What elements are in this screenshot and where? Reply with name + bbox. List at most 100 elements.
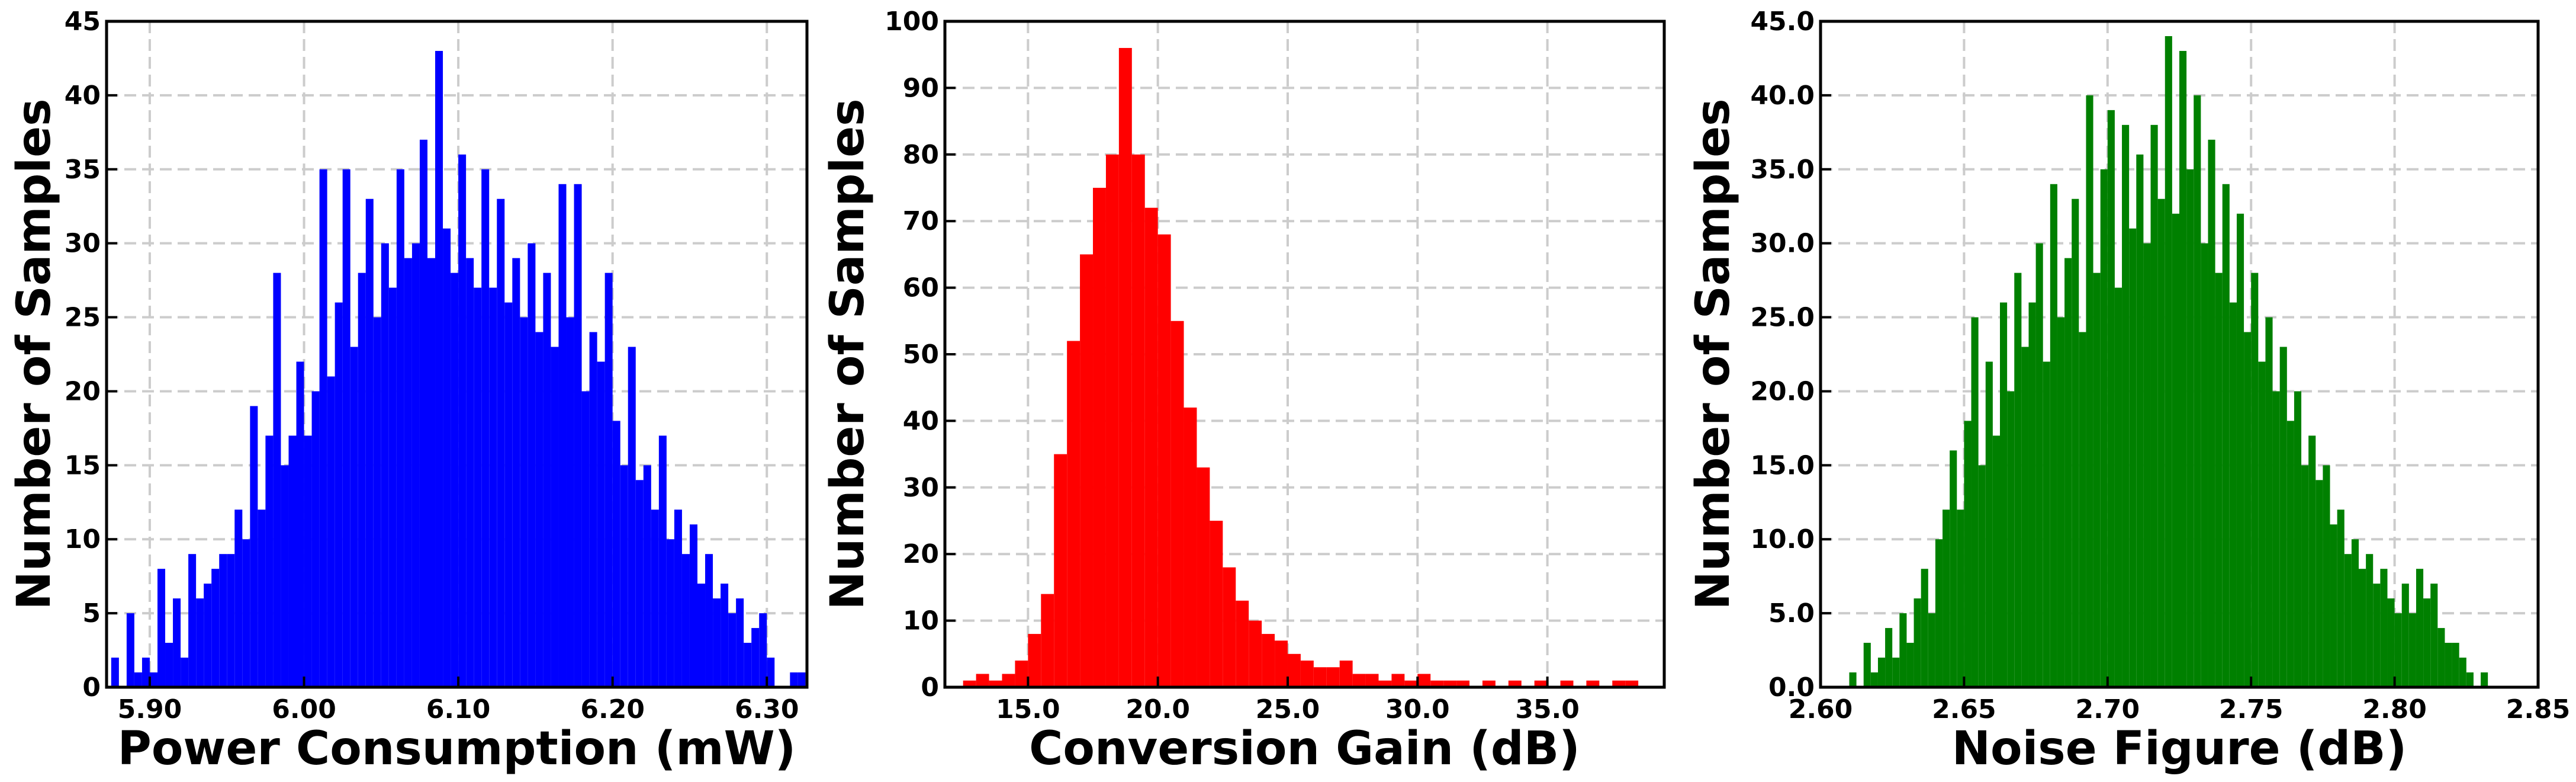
histogram-panel: 2.60 2.65 2.70 2.75 2.80 2.85 0.0 5.0 10.0 15.0 20… bbox=[1687, 7, 2570, 775]
bar bbox=[2251, 273, 2259, 688]
bar bbox=[2258, 361, 2266, 687]
y-tick-label: 20 bbox=[903, 539, 939, 569]
bar bbox=[1899, 613, 1907, 687]
bar bbox=[2423, 598, 2431, 687]
bar bbox=[1508, 680, 1522, 687]
bar bbox=[2437, 628, 2445, 687]
bar bbox=[2323, 465, 2330, 687]
bar bbox=[411, 243, 420, 688]
bar bbox=[319, 169, 327, 687]
bar bbox=[1249, 620, 1262, 687]
x-tick-label: 6.20 bbox=[580, 694, 645, 725]
bar bbox=[327, 376, 335, 687]
bar bbox=[404, 258, 412, 688]
bar bbox=[2359, 569, 2366, 687]
bar bbox=[466, 258, 474, 688]
bar bbox=[443, 228, 451, 687]
bar bbox=[111, 658, 119, 687]
bar bbox=[751, 628, 760, 687]
bar bbox=[335, 302, 343, 688]
bar bbox=[2122, 124, 2130, 687]
bar bbox=[2286, 421, 2294, 687]
bar bbox=[976, 674, 989, 687]
bar bbox=[2050, 184, 2057, 687]
bar bbox=[1287, 653, 1301, 687]
bar bbox=[304, 435, 312, 687]
y-axis-label: Number of Samples bbox=[8, 98, 61, 610]
x-tick-label: 20.0 bbox=[1125, 694, 1190, 725]
bar bbox=[2186, 169, 2194, 687]
bar bbox=[134, 672, 142, 687]
bar bbox=[1625, 680, 1639, 687]
y-tick-label: 40 bbox=[903, 406, 939, 436]
bar bbox=[211, 569, 220, 687]
bar bbox=[188, 554, 197, 687]
bar bbox=[1002, 674, 1015, 687]
bar bbox=[2086, 95, 2093, 687]
y-tick-label: 0 bbox=[921, 672, 939, 703]
x-tick-label: 2.75 bbox=[2219, 694, 2284, 725]
bar bbox=[2236, 213, 2244, 687]
bar bbox=[157, 569, 166, 687]
y-tick-label: 100 bbox=[885, 7, 939, 37]
x-axis-label: Noise Figure (dB) bbox=[1952, 722, 2407, 775]
bar bbox=[481, 169, 490, 687]
bar bbox=[219, 554, 227, 687]
bar bbox=[2000, 302, 2008, 688]
bar bbox=[1863, 643, 1871, 687]
bar bbox=[689, 524, 697, 687]
bar bbox=[2315, 480, 2323, 687]
bar bbox=[1443, 680, 1457, 687]
bar bbox=[643, 465, 651, 687]
bar bbox=[1054, 454, 1067, 687]
y-tick-label: 0 bbox=[82, 672, 101, 703]
bar bbox=[721, 584, 729, 687]
bar bbox=[1210, 521, 1223, 687]
bar bbox=[2430, 584, 2438, 687]
bar bbox=[181, 658, 189, 687]
bar bbox=[365, 198, 374, 687]
bar bbox=[281, 465, 289, 687]
bar bbox=[1870, 672, 1878, 687]
bar bbox=[1560, 680, 1574, 687]
bar bbox=[651, 509, 659, 687]
bar bbox=[2466, 672, 2474, 687]
bar bbox=[2459, 658, 2466, 687]
x-tick-label: 5.90 bbox=[118, 694, 182, 725]
bar bbox=[1913, 598, 1921, 687]
bar bbox=[2408, 613, 2416, 687]
bar bbox=[435, 50, 443, 687]
bar bbox=[504, 302, 513, 688]
bar bbox=[342, 169, 350, 687]
bar bbox=[1223, 567, 1236, 687]
bar bbox=[1275, 640, 1288, 687]
bar bbox=[2150, 124, 2158, 687]
bar bbox=[581, 391, 590, 687]
y-tick-label: 80 bbox=[903, 140, 939, 170]
bar bbox=[797, 672, 806, 687]
bar bbox=[1534, 680, 1548, 687]
bar bbox=[2308, 435, 2316, 687]
bar bbox=[1985, 361, 1993, 687]
bar bbox=[2093, 273, 2101, 688]
bar bbox=[2330, 524, 2337, 687]
y-tick-label: 90 bbox=[903, 73, 939, 103]
bar bbox=[2401, 584, 2409, 687]
bar bbox=[497, 198, 505, 687]
bar bbox=[1391, 674, 1405, 687]
bar bbox=[1378, 680, 1392, 687]
x-tick-label: 6.10 bbox=[426, 694, 491, 725]
plot-frame bbox=[105, 20, 809, 689]
x-tick-label: 35.0 bbox=[1515, 694, 1580, 725]
bar bbox=[1935, 539, 1943, 687]
bar bbox=[635, 480, 644, 687]
bar bbox=[419, 139, 427, 688]
bar bbox=[1080, 254, 1094, 687]
bar bbox=[2129, 228, 2137, 687]
y-tick-label: 40.0 bbox=[1750, 81, 1815, 111]
bar bbox=[234, 509, 243, 687]
histogram-panel: 15.0 20.0 25.0 30.0 35.0 0 10 20 30 40 50 60 70 80 90 1… bbox=[821, 7, 1666, 775]
bar bbox=[589, 332, 597, 687]
y-tick-label: 60 bbox=[903, 273, 939, 303]
